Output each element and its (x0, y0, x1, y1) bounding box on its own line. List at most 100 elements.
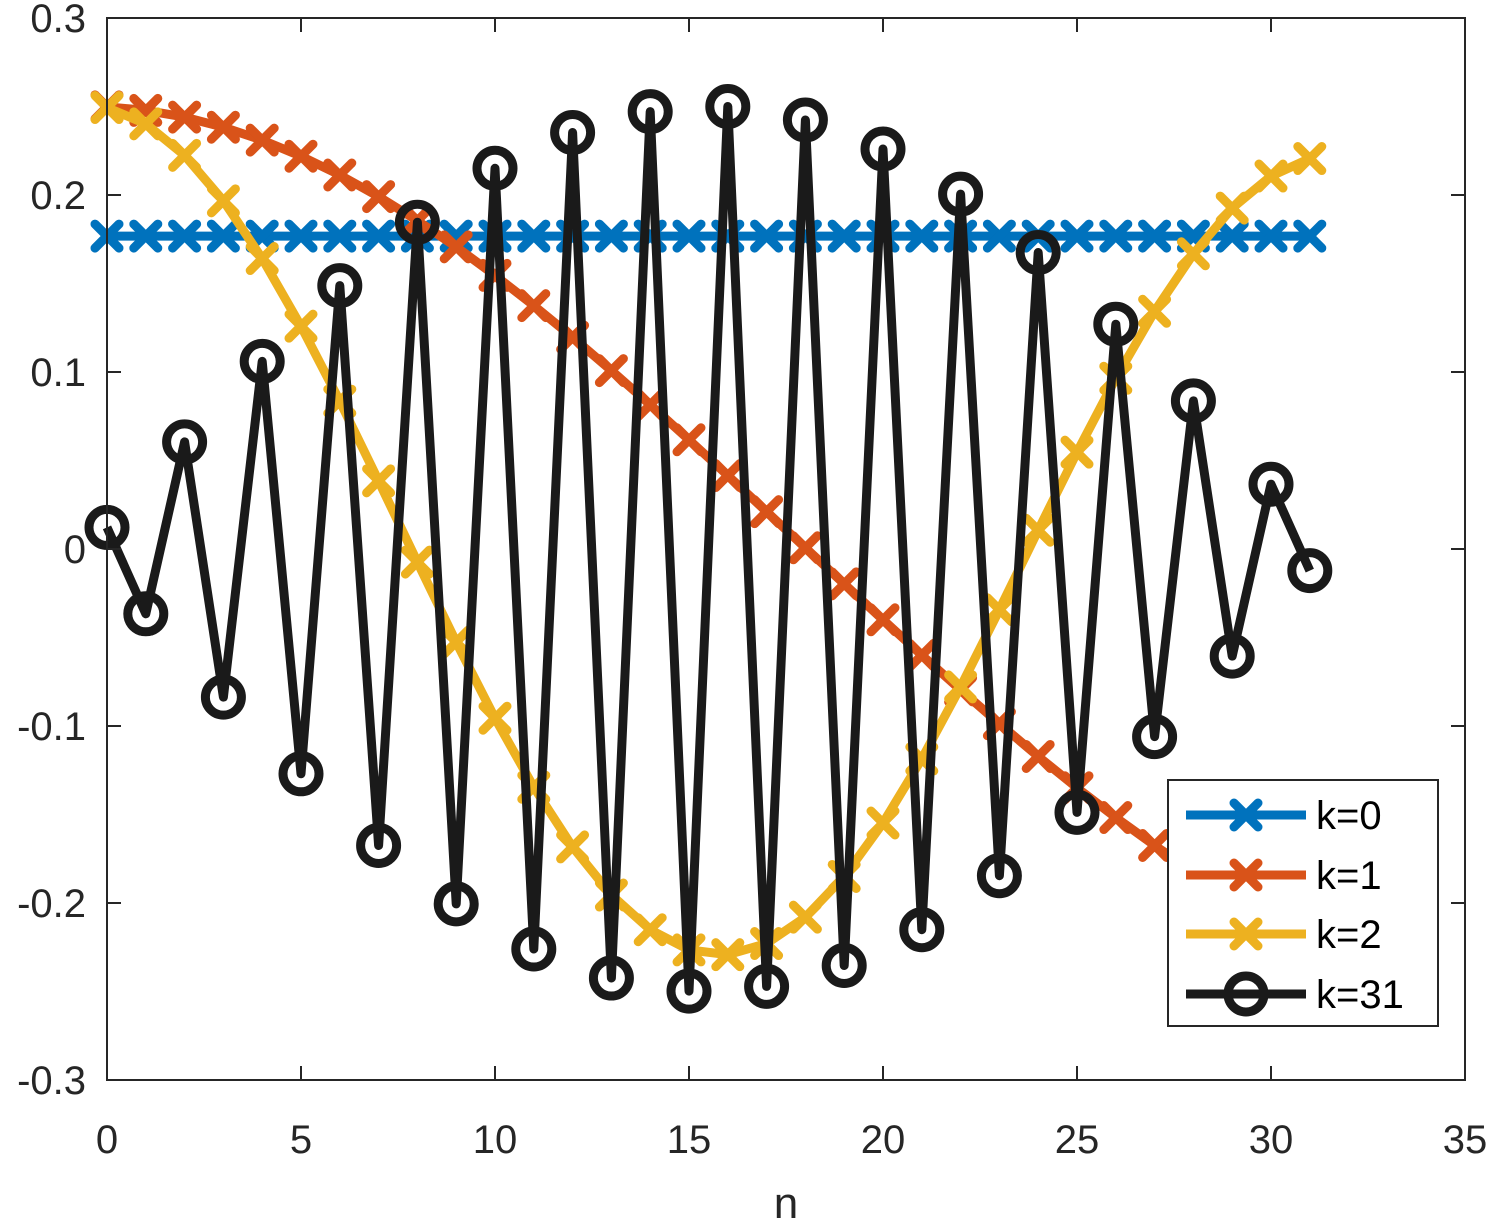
data-point (982, 593, 1016, 627)
data-point (284, 139, 318, 173)
data-point (711, 938, 745, 972)
data-point (162, 419, 208, 465)
data-point (511, 926, 557, 972)
data-point (827, 567, 861, 601)
legend-marker (1229, 917, 1263, 951)
legend-items: k=0 k=1 k=2 k=31 (1186, 794, 1404, 1017)
data-point (200, 674, 246, 720)
data-point (439, 230, 473, 264)
series-line-k31 (102, 102, 1314, 996)
data-point (982, 219, 1016, 253)
data-point (750, 495, 784, 529)
x-tick-label: 25 (1055, 1118, 1100, 1162)
data-point (672, 423, 706, 457)
data-point (1132, 714, 1178, 760)
data-point (788, 900, 822, 934)
data-point (588, 955, 634, 1001)
data-point (594, 354, 628, 388)
data-point (1215, 219, 1249, 253)
data-point (1138, 828, 1172, 862)
data-point (711, 459, 745, 493)
x-tick-label: 20 (861, 1118, 906, 1162)
data-point (899, 907, 945, 953)
data-point (788, 531, 822, 565)
data-point (633, 388, 667, 422)
y-tick-label: 0 (64, 528, 86, 572)
legend: k=0 k=1 k=2 k=31 (1167, 779, 1439, 1027)
data-point (944, 670, 978, 704)
legend-label: k=0 (1316, 794, 1382, 838)
data-point (1170, 378, 1216, 424)
data-point (1248, 461, 1294, 507)
y-tick-label: -0.3 (17, 1059, 86, 1103)
data-point (245, 123, 279, 157)
data-point (1215, 191, 1249, 225)
legend-box (1167, 779, 1439, 1027)
data-point (1254, 219, 1288, 253)
x-tick-label: 35 (1443, 1118, 1488, 1162)
x-axis-label: n (774, 1179, 798, 1221)
legend-item: k=1 (1186, 854, 1382, 898)
data-point (168, 219, 202, 253)
data-point (750, 219, 784, 253)
y-tick-label: -0.1 (17, 705, 86, 749)
legend-marker (1223, 971, 1269, 1017)
data-point (1138, 294, 1172, 328)
legend-marker (1229, 798, 1263, 832)
data-point (666, 968, 712, 1014)
data-point (1021, 513, 1055, 547)
y-tick-label: 0.1 (30, 351, 86, 395)
data-point (1015, 230, 1061, 276)
data-point (394, 199, 440, 245)
legend-item: k=0 (1186, 794, 1382, 838)
data-point (1293, 142, 1327, 176)
y-tick-label: 0.3 (30, 0, 86, 41)
data-point (284, 219, 318, 253)
data-point (323, 158, 357, 192)
data-point (362, 219, 396, 253)
data-point (976, 853, 1022, 899)
data-point (594, 219, 628, 253)
y-tick-label: -0.2 (17, 882, 86, 926)
ticks-layer (106, 17, 1466, 1081)
x-tick-label: 30 (1249, 1118, 1294, 1162)
data-point (433, 881, 479, 927)
data-point (1209, 633, 1255, 679)
data-point (827, 219, 861, 253)
data-point (866, 603, 900, 637)
data-point (129, 219, 163, 253)
data-point (905, 638, 939, 672)
data-point (356, 822, 402, 868)
data-point (556, 830, 590, 864)
data-point (129, 107, 163, 141)
data-point (1060, 435, 1094, 469)
data-point (1293, 219, 1327, 253)
data-point (744, 963, 790, 1009)
data-point (206, 110, 240, 144)
series-k31 (84, 84, 1333, 1014)
legend-marker (1229, 858, 1263, 892)
data-point (245, 242, 279, 276)
data-point (627, 89, 673, 135)
series-layer (84, 84, 1333, 1014)
data-point (1093, 301, 1139, 347)
data-point (278, 751, 324, 797)
data-point (517, 289, 551, 323)
data-point (550, 110, 596, 156)
data-point (317, 263, 363, 309)
data-point (860, 126, 906, 172)
data-point (905, 219, 939, 253)
data-point (1138, 219, 1172, 253)
x-tick-label: 0 (96, 1118, 118, 1162)
data-point (478, 701, 512, 735)
data-point (517, 219, 551, 253)
data-point (1021, 739, 1055, 773)
data-point (123, 591, 169, 637)
data-point (472, 145, 518, 191)
data-point (782, 97, 828, 143)
tick-labels-layer: 0 5 10 15 20 25 30 35 0.3 0.2 0.1 0 -0.1 -0.2 -0.3 (17, 0, 1487, 1162)
legend-label: k=1 (1316, 854, 1382, 898)
data-point (633, 913, 667, 947)
data-point (439, 625, 473, 659)
data-point (168, 138, 202, 172)
